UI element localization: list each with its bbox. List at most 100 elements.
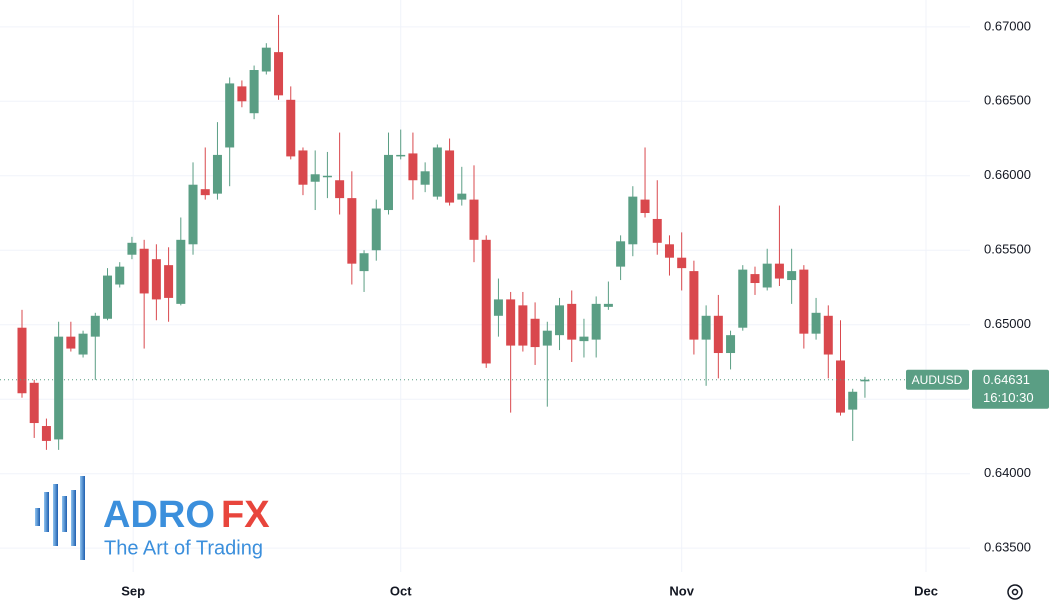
last-price-label: 0.64631 (983, 372, 1030, 387)
candle-body (176, 239, 186, 304)
y-tick-label: 0.66500 (984, 93, 1031, 108)
candle-body (322, 175, 332, 178)
logo-bar (35, 508, 40, 526)
candle-body (628, 196, 638, 245)
candle-body (17, 327, 27, 394)
x-tick-label: Nov (669, 583, 694, 598)
y-tick-label: 0.66000 (984, 167, 1031, 182)
candle-body (799, 269, 809, 334)
candle-body (616, 241, 626, 267)
logo-suffix: FX (221, 494, 270, 536)
logo-name: ADRO (103, 494, 215, 536)
candle-body (54, 336, 64, 440)
candle-body (603, 303, 613, 307)
countdown-label: 16:10:30 (983, 390, 1034, 405)
candle-body (469, 199, 479, 240)
candle-body (151, 259, 161, 300)
candle-body (762, 263, 772, 288)
candle-body (738, 269, 748, 328)
candle-body (530, 318, 540, 348)
candle-body (518, 305, 528, 346)
settings-core[interactable] (1011, 588, 1019, 596)
x-tick-label: Sep (121, 583, 145, 598)
candle-body (127, 242, 137, 255)
candle-body (286, 99, 296, 157)
y-tick-label: 0.67000 (984, 18, 1031, 33)
logo-bar (80, 476, 85, 560)
logo-tagline: The Art of Trading (104, 537, 263, 559)
settings-ring[interactable] (1007, 584, 1023, 600)
candle-body (823, 315, 833, 355)
candle-body (445, 150, 455, 203)
candle-body (115, 266, 125, 285)
candle-body (701, 315, 711, 340)
logo-bar (53, 484, 58, 546)
candle-body (383, 154, 393, 211)
candle-body (787, 271, 797, 281)
candle-body (78, 333, 88, 355)
candle-body (408, 153, 418, 181)
y-tick-label: 0.64000 (984, 465, 1031, 480)
y-tick-label: 0.65500 (984, 242, 1031, 257)
watermark: ADRO FX The Art of Trading (35, 476, 270, 560)
settings-icon[interactable] (1007, 584, 1023, 600)
x-tick-label: Oct (390, 583, 412, 598)
candle-body (371, 208, 381, 251)
candle-body (212, 154, 222, 194)
candle-body (567, 303, 577, 340)
candle-body (261, 47, 271, 72)
candle-body (713, 315, 723, 354)
candle-body (432, 147, 442, 197)
candle-body (335, 180, 345, 199)
logo-bar (71, 490, 76, 546)
candle-body (726, 335, 736, 354)
logo-bar (62, 496, 67, 532)
candle-body (188, 184, 198, 245)
candle-body (542, 330, 552, 346)
price-tag (972, 369, 1049, 409)
candle-body (774, 263, 784, 279)
candle-body (200, 189, 210, 196)
candle-body (848, 391, 858, 410)
symbol-tag (906, 369, 969, 390)
y-tick-label: 0.63500 (984, 540, 1031, 555)
symbol-label: AUDUSD (912, 373, 963, 387)
x-tick-label: Dec (914, 583, 938, 598)
candle-body (506, 299, 516, 346)
candle-body (274, 52, 284, 96)
candle-body (225, 83, 235, 148)
candle-body (640, 199, 650, 214)
candle-body (249, 70, 259, 114)
candle-body (860, 379, 870, 382)
candle-body (836, 360, 846, 413)
candle-body (677, 257, 687, 269)
candle-body (41, 426, 51, 441)
candle-body (139, 248, 149, 294)
logo-bar (44, 492, 49, 532)
candle-body (591, 303, 601, 340)
candle-body (420, 171, 430, 185)
y-tick-label: 0.65000 (984, 316, 1031, 331)
candle-body (750, 274, 760, 284)
candle-body (164, 265, 174, 298)
candle-body (359, 253, 369, 272)
candle-body (237, 86, 247, 102)
plot (0, 0, 970, 572)
candle-body (811, 312, 821, 334)
candle-body (29, 382, 39, 424)
candle-body (664, 244, 674, 258)
candle-body (298, 150, 308, 185)
candle-body (310, 174, 320, 182)
candle-body (103, 275, 113, 319)
candle-body (555, 305, 565, 336)
candle-body (396, 154, 406, 157)
candle-body (66, 336, 76, 349)
candle-body (493, 299, 503, 316)
candle-body (652, 218, 662, 243)
candle-body (347, 198, 357, 264)
candle-body (457, 193, 467, 200)
candle-body (90, 315, 100, 337)
candle-body (689, 271, 699, 340)
